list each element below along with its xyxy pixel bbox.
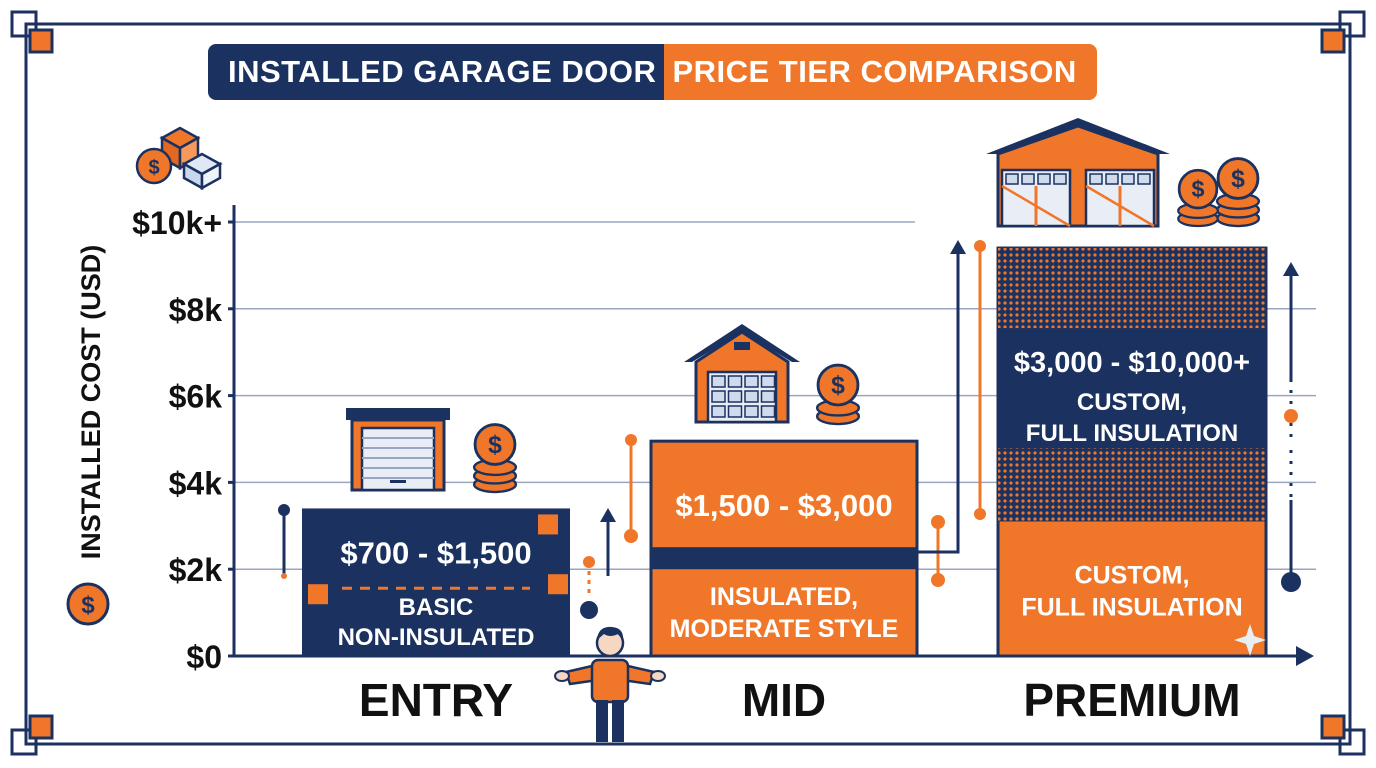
- y-tick-label: $6k: [169, 379, 223, 415]
- bar-entry: $700 - $1,500 BASIC NON-INSULATED: [302, 508, 570, 656]
- bar-desc-line1: INSULATED,: [710, 583, 858, 611]
- bar-divider: [651, 547, 917, 570]
- svg-text:$: $: [1231, 166, 1245, 193]
- range-marker-dot: [974, 508, 986, 520]
- range-marker-dot: [931, 515, 945, 529]
- svg-text:$: $: [831, 373, 845, 400]
- mid-to-premium-connector: [917, 250, 960, 554]
- x-category-label: PREMIUM: [1023, 674, 1240, 726]
- bar-texture: [998, 248, 1266, 329]
- range-marker-dot: [1281, 572, 1301, 592]
- bar-upper-desc-line2: FULL INSULATION: [1026, 420, 1238, 447]
- range-marker-dot: [974, 240, 986, 252]
- x-category-label: MID: [742, 674, 826, 726]
- svg-text:$: $: [1191, 176, 1204, 202]
- bar-desc-line2: FULL INSULATION: [1021, 593, 1242, 621]
- person-shrugging-icon: [554, 626, 666, 742]
- bar-texture: [998, 448, 1266, 522]
- corner-ornaments: [10, 10, 1366, 756]
- bar-upper: [998, 328, 1266, 449]
- range-marker-dot: [281, 573, 287, 579]
- bar-range-label: $3,000 - $10,000+: [1014, 347, 1250, 379]
- cube-stack-icon: $: [135, 126, 223, 191]
- coin-stack-icon: $: [815, 363, 861, 426]
- bar-desc-line2: NON-INSULATED: [338, 624, 535, 651]
- y-tick-label: $4k: [169, 465, 223, 501]
- bar-range-label: $1,500 - $3,000: [675, 488, 892, 523]
- dollar-coin-icon: $: [66, 582, 110, 626]
- coin-stack-icon: $: [472, 423, 518, 494]
- bar-corner-square: [548, 574, 568, 595]
- chart-title: INSTALLED GARAGE DOOR PRICE TIER COMPARI…: [208, 44, 1097, 100]
- bar-range-label: $700 - $1,500: [340, 535, 531, 570]
- svg-text:$: $: [81, 592, 95, 619]
- y-tick-label: $2k: [169, 552, 223, 588]
- range-marker-dot: [278, 504, 290, 516]
- bar-desc-line1: CUSTOM,: [1075, 561, 1190, 589]
- x-category-label: ENTRY: [359, 674, 513, 726]
- y-tick-label: $10k+: [132, 205, 222, 241]
- garage-icon: [346, 408, 450, 492]
- range-marker-dot: [1284, 409, 1298, 423]
- bar-mid: $1,500 - $3,000 INSULATED, MODERATE STYLE: [649, 439, 919, 658]
- bar-desc-line1: BASIC: [399, 594, 474, 621]
- range-marker-dot: [931, 573, 945, 587]
- outer-frame: [24, 22, 1352, 746]
- range-arrow: [1283, 262, 1299, 276]
- y-tick-label: $0: [186, 639, 222, 675]
- title-part-2: PRICE TIER COMPARISON: [664, 44, 1097, 100]
- range-marker-dot: [624, 529, 638, 543]
- svg-text:$: $: [488, 432, 502, 459]
- bar-corner-square: [308, 584, 328, 605]
- x-axis-arrow: [1296, 646, 1314, 666]
- range-arrow: [600, 508, 616, 522]
- bar-premium: $3,000 - $10,000+ CUSTOM, FULL INSULATION C…: [996, 246, 1268, 658]
- coin-stack-icon: $: [1177, 168, 1219, 228]
- coin-stack-icon: $: [1215, 157, 1261, 228]
- range-marker-dot: [625, 434, 637, 446]
- bar-corner-square: [538, 514, 558, 535]
- range-arrow: [950, 240, 966, 254]
- garage-icon: [684, 324, 800, 424]
- range-marker-dot: [580, 601, 598, 619]
- title-part-1: INSTALLED GARAGE DOOR: [208, 44, 665, 100]
- garage-icon: [986, 118, 1170, 228]
- range-marker-dot: [583, 556, 595, 568]
- bar-upper-desc-line1: CUSTOM,: [1077, 389, 1187, 416]
- bar-desc-line2: MODERATE STYLE: [670, 615, 899, 643]
- bar-rect: [302, 508, 570, 656]
- sparkle-icon: [1234, 624, 1266, 656]
- svg-text:$: $: [148, 157, 159, 179]
- y-axis-label: INSTALLED COST (USD): [76, 245, 106, 559]
- y-tick-label: $8k: [169, 292, 223, 328]
